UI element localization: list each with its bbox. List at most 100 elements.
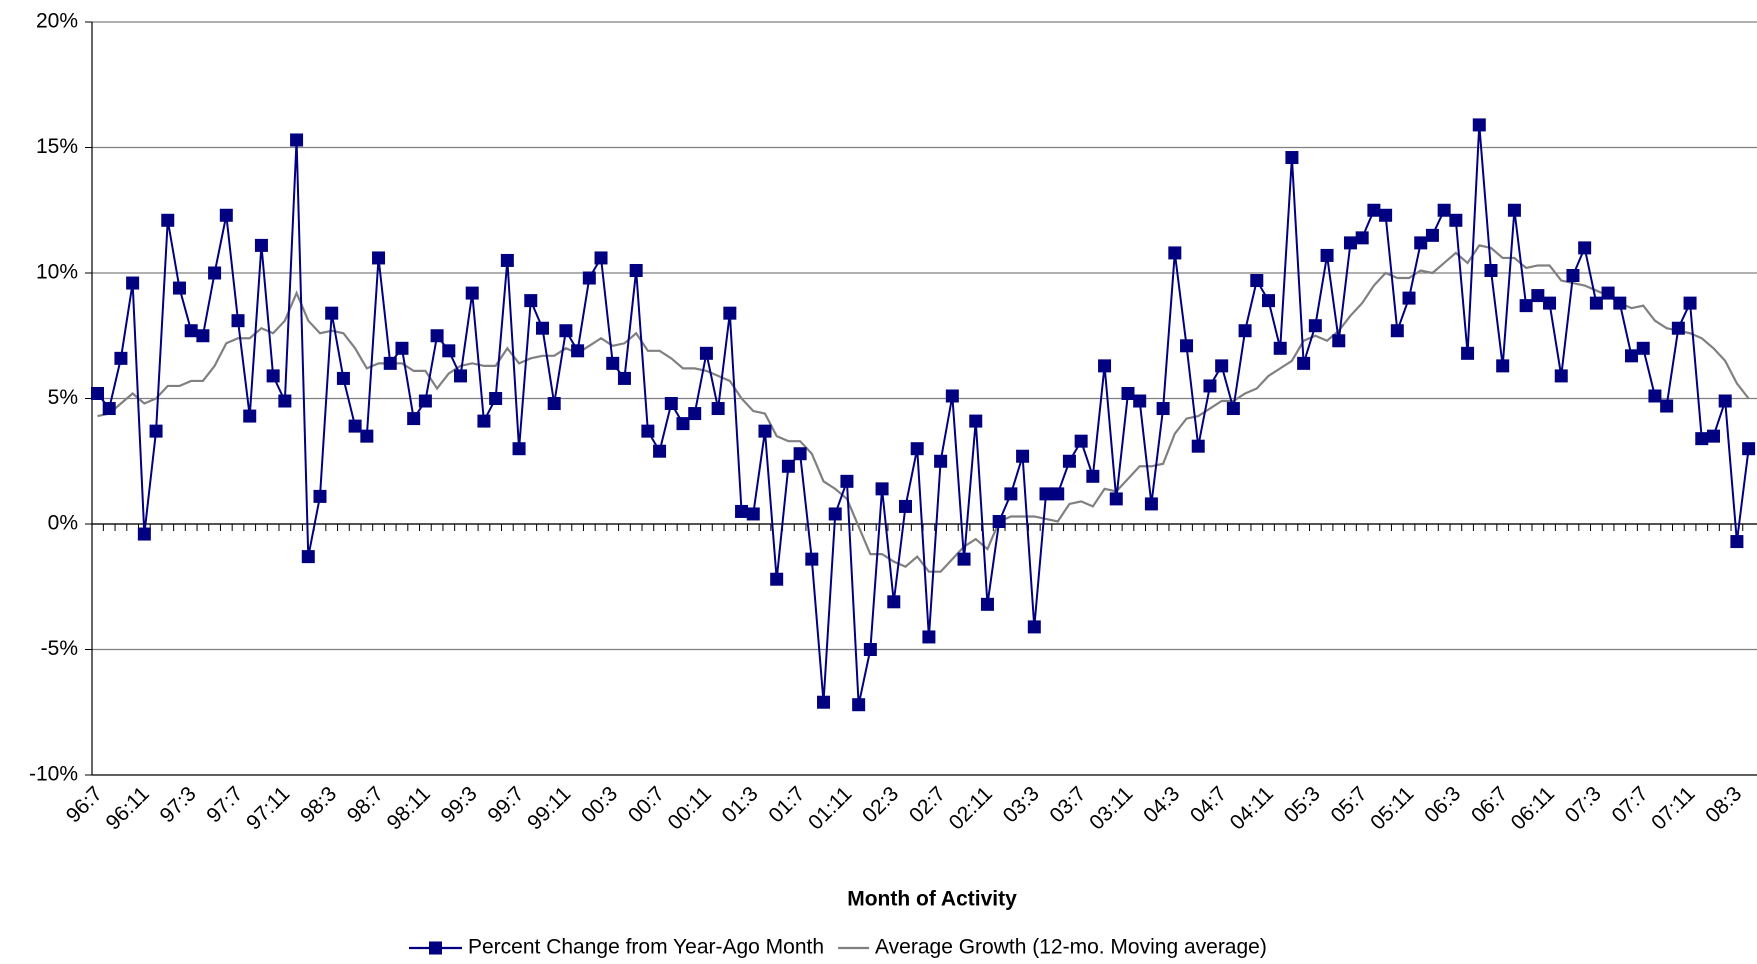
x-tick-label: 05:7 xyxy=(1326,782,1371,827)
marker xyxy=(781,459,795,473)
marker xyxy=(407,412,421,426)
x-tick-label: 97:7 xyxy=(202,782,247,827)
marker xyxy=(114,351,128,365)
marker xyxy=(477,414,491,428)
marker xyxy=(664,397,678,411)
marker xyxy=(1718,394,1732,408)
x-axis-title: Month of Activity xyxy=(847,888,1017,911)
marker xyxy=(1648,389,1662,403)
x-tick-label: 01:3 xyxy=(718,782,763,827)
x-tick-label: 06:3 xyxy=(1420,782,1465,827)
legend-marker xyxy=(429,941,442,955)
x-tick-label: 98:11 xyxy=(383,782,435,834)
marker xyxy=(1320,248,1334,262)
marker xyxy=(442,344,456,358)
series-line xyxy=(96,124,1750,705)
marker xyxy=(1543,296,1557,310)
x-tick-label: 00:7 xyxy=(624,782,669,827)
marker xyxy=(606,356,620,370)
marker xyxy=(1507,203,1521,217)
marker xyxy=(524,294,538,308)
marker xyxy=(1519,299,1533,313)
marker xyxy=(172,281,186,295)
marker xyxy=(863,643,877,656)
x-tick-label: 07:11 xyxy=(1647,782,1699,834)
legend-label: Percent Change from Year-Ago Month xyxy=(468,936,824,959)
x-tick-label: 00:11 xyxy=(664,782,716,834)
marker xyxy=(1168,246,1182,260)
series-line xyxy=(97,244,1750,573)
marker xyxy=(1461,346,1475,360)
marker xyxy=(1683,296,1697,310)
marker xyxy=(1273,341,1287,355)
y-tick-label: 10% xyxy=(36,261,78,284)
marker xyxy=(372,251,386,265)
marker xyxy=(1109,492,1123,506)
marker xyxy=(465,286,479,300)
marker xyxy=(360,429,374,443)
x-tick-label: 98:3 xyxy=(296,782,341,827)
marker xyxy=(1215,359,1229,373)
y-tick-label: 5% xyxy=(48,386,78,409)
marker xyxy=(1613,296,1627,310)
marker xyxy=(1051,487,1065,501)
y-tick-label: 0% xyxy=(48,512,78,535)
marker xyxy=(1660,399,1674,413)
marker xyxy=(418,394,432,408)
marker xyxy=(149,424,163,438)
marker xyxy=(1308,319,1322,333)
marker xyxy=(1472,118,1486,132)
marker xyxy=(91,386,104,400)
y-tick-label: 15% xyxy=(36,135,78,158)
marker xyxy=(1332,334,1346,348)
x-tick-label: 02:7 xyxy=(905,782,950,827)
marker xyxy=(898,499,912,513)
marker xyxy=(512,442,526,456)
marker xyxy=(325,306,339,320)
marker xyxy=(161,213,175,227)
marker xyxy=(1133,394,1147,408)
x-tick-label: 01:11 xyxy=(804,782,856,834)
marker xyxy=(313,489,327,503)
marker xyxy=(243,409,257,423)
x-tick-label: 04:11 xyxy=(1226,782,1278,834)
x-tick-label: 05:3 xyxy=(1280,782,1325,827)
x-tick-label: 02:3 xyxy=(858,782,903,827)
marker xyxy=(1121,386,1135,400)
marker xyxy=(500,253,514,267)
x-tick-label: 99:11 xyxy=(523,782,575,834)
x-tick-label: 03:3 xyxy=(999,782,1044,827)
marker xyxy=(1566,269,1580,283)
marker xyxy=(559,324,573,338)
marker xyxy=(922,630,936,644)
marker xyxy=(699,346,713,360)
marker xyxy=(594,251,608,265)
marker xyxy=(1285,151,1299,165)
marker xyxy=(617,371,631,385)
x-tick-label: 99:7 xyxy=(483,782,528,827)
x-tick-label: 06:11 xyxy=(1507,782,1559,834)
marker xyxy=(992,514,1006,528)
marker xyxy=(571,344,585,358)
marker xyxy=(852,698,866,712)
marker xyxy=(1390,324,1404,338)
marker xyxy=(348,419,362,433)
marker xyxy=(1531,289,1545,303)
marker xyxy=(934,454,948,468)
marker xyxy=(547,397,561,411)
x-tick-label: 96:11 xyxy=(101,782,153,834)
marker xyxy=(817,695,831,709)
marker xyxy=(957,552,971,566)
marker xyxy=(1484,263,1498,277)
marker xyxy=(278,394,292,408)
marker xyxy=(1578,241,1592,255)
marker xyxy=(1297,356,1311,370)
x-tick-label: 07:3 xyxy=(1561,782,1606,827)
marker xyxy=(1238,324,1252,338)
marker xyxy=(735,504,749,518)
marker xyxy=(1496,359,1510,373)
marker xyxy=(676,417,690,431)
marker xyxy=(1706,429,1720,443)
marker xyxy=(266,369,280,383)
marker xyxy=(945,389,959,403)
